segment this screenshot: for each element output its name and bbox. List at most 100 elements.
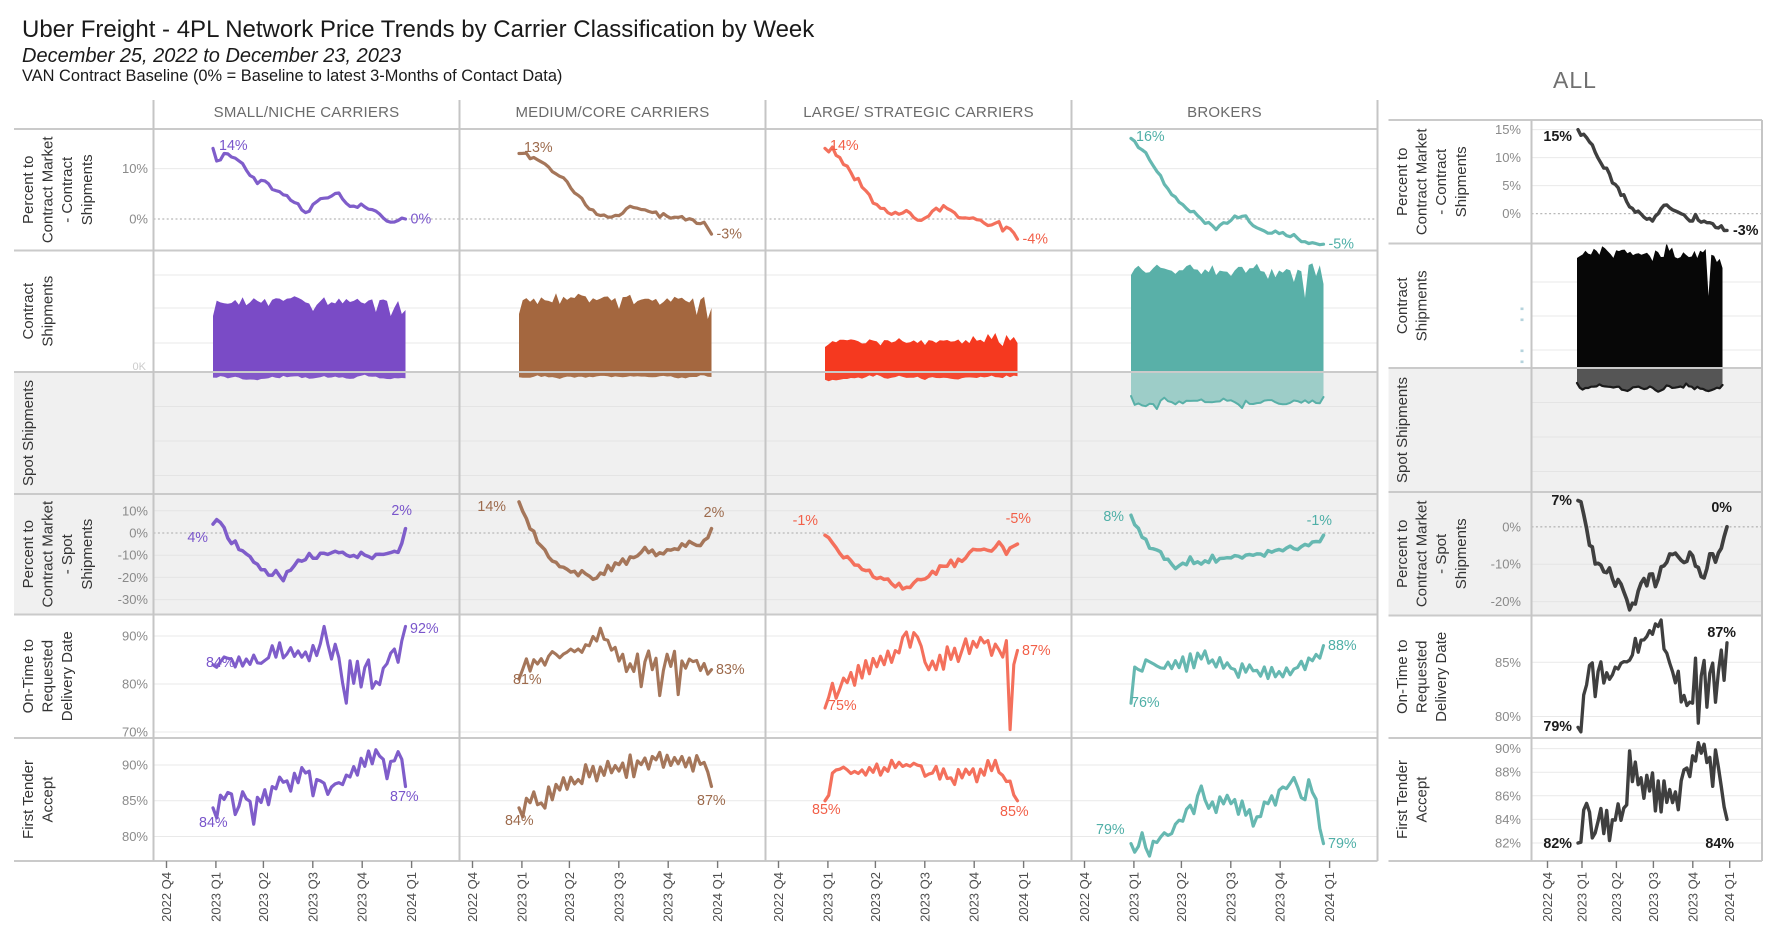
svg-text:2023 Q4: 2023 Q4 (661, 872, 676, 922)
svg-text:VAN Contract Baseline (0% = Ba: VAN Contract Baseline (0% = Baseline to … (22, 67, 562, 85)
svg-text:2024 Q1: 2024 Q1 (1722, 872, 1737, 922)
svg-text:2023 Q3: 2023 Q3 (1646, 872, 1661, 922)
svg-text:5%: 5% (1502, 178, 1521, 193)
svg-text:15%: 15% (1543, 129, 1572, 145)
svg-text:MEDIUM/CORE CARRIERS: MEDIUM/CORE CARRIERS (515, 104, 709, 121)
svg-text:First Tender: First Tender (20, 760, 37, 839)
svg-text:86%: 86% (1495, 788, 1521, 803)
svg-text:Spot Shipments: Spot Shipments (20, 380, 37, 486)
svg-text:83%: 83% (716, 662, 745, 678)
svg-text:-30%: -30% (118, 592, 149, 607)
svg-text:-3%: -3% (1733, 223, 1759, 239)
svg-text:2023 Q2: 2023 Q2 (1609, 872, 1624, 922)
svg-text:85%: 85% (1000, 804, 1029, 820)
svg-text:Percent to: Percent to (1394, 148, 1411, 216)
svg-text:13%: 13% (524, 140, 553, 156)
svg-text:84%: 84% (1495, 812, 1521, 827)
svg-text:Requested: Requested (40, 640, 57, 713)
svg-text:Percent to: Percent to (20, 520, 37, 588)
svg-text:75%: 75% (828, 698, 857, 714)
svg-text:LARGE/ STRATEGIC CARRIERS: LARGE/ STRATEGIC CARRIERS (803, 104, 1034, 121)
svg-text:On-Time to: On-Time to (1394, 640, 1411, 714)
svg-text:-4%: -4% (1023, 232, 1049, 248)
svg-text:On-Time to: On-Time to (20, 639, 37, 713)
svg-text:15%: 15% (1495, 122, 1521, 137)
svg-text:10%: 10% (122, 503, 148, 518)
svg-text:2023 Q3: 2023 Q3 (305, 872, 320, 922)
svg-text:14%: 14% (830, 138, 859, 154)
svg-text:88%: 88% (1328, 638, 1357, 654)
svg-text:87%: 87% (1707, 625, 1736, 641)
svg-text:2022 Q4: 2022 Q4 (159, 872, 174, 922)
svg-text:- Spot: - Spot (1433, 533, 1450, 574)
svg-text:88%: 88% (1495, 765, 1521, 780)
svg-text:2023 Q4: 2023 Q4 (967, 872, 982, 922)
svg-text:79%: 79% (1543, 719, 1572, 735)
svg-text:0%: 0% (129, 212, 148, 227)
svg-text:2023 Q1: 2023 Q1 (1575, 872, 1590, 922)
svg-text:2022 Q4: 2022 Q4 (771, 872, 786, 922)
svg-text:85%: 85% (812, 802, 841, 818)
svg-text:82%: 82% (1495, 836, 1521, 851)
svg-text:ALL: ALL (1553, 67, 1597, 93)
svg-text:84%: 84% (199, 815, 228, 831)
svg-text:87%: 87% (390, 789, 419, 805)
svg-text:- Spot: - Spot (59, 533, 76, 574)
svg-text:2023 Q1: 2023 Q1 (514, 872, 529, 922)
svg-text:2024 Q1: 2024 Q1 (404, 872, 419, 922)
svg-text:2024 Q1: 2024 Q1 (1322, 872, 1337, 922)
svg-text:-20%: -20% (118, 570, 149, 585)
svg-text:-10%: -10% (118, 548, 149, 563)
svg-text:2023 Q2: 2023 Q2 (868, 872, 883, 922)
svg-text:84%: 84% (206, 655, 235, 671)
svg-text:Contract Market: Contract Market (40, 500, 57, 608)
svg-text:Delivery Date: Delivery Date (59, 631, 76, 721)
svg-text:0%: 0% (1711, 500, 1732, 516)
svg-text:2023 Q2: 2023 Q2 (562, 872, 577, 922)
svg-text:2023 Q1: 2023 Q1 (820, 872, 835, 922)
svg-text:Accept: Accept (40, 776, 57, 823)
svg-text:Spot Shipments: Spot Shipments (1394, 377, 1411, 483)
svg-text:2023 Q2: 2023 Q2 (1174, 872, 1189, 922)
svg-text:7%: 7% (1551, 493, 1572, 509)
svg-text:-5%: -5% (1006, 511, 1032, 527)
svg-text:2023 Q4: 2023 Q4 (1273, 872, 1288, 922)
svg-text:2023 Q4: 2023 Q4 (355, 872, 370, 922)
svg-text:Shipments: Shipments (1414, 270, 1431, 341)
svg-text:80%: 80% (1495, 709, 1521, 724)
svg-text:2023 Q1: 2023 Q1 (1126, 872, 1141, 922)
svg-text:2023 Q3: 2023 Q3 (917, 872, 932, 922)
svg-text:Percent to: Percent to (20, 156, 37, 224)
svg-text:Shipments: Shipments (1453, 518, 1470, 589)
svg-text:2%: 2% (391, 503, 412, 519)
svg-text:16%: 16% (1136, 129, 1165, 145)
svg-text:85%: 85% (122, 793, 148, 808)
svg-text:2023 Q4: 2023 Q4 (1685, 872, 1700, 922)
svg-text:84%: 84% (1705, 836, 1734, 852)
svg-text:0K: 0K (133, 361, 147, 373)
svg-text:79%: 79% (1328, 836, 1357, 852)
svg-text:87%: 87% (1022, 643, 1051, 659)
svg-text:2023 Q2: 2023 Q2 (256, 872, 271, 922)
svg-text:Contract Market: Contract Market (1414, 128, 1431, 236)
svg-text:0%: 0% (129, 526, 148, 541)
svg-text:10%: 10% (122, 161, 148, 176)
svg-text:2022 Q4: 2022 Q4 (465, 872, 480, 922)
svg-text:2022 Q4: 2022 Q4 (1540, 872, 1555, 922)
svg-text:8%: 8% (1103, 509, 1124, 525)
svg-text:90%: 90% (122, 758, 148, 773)
svg-text:2023 Q3: 2023 Q3 (1223, 872, 1238, 922)
svg-text:First Tender: First Tender (1394, 760, 1411, 839)
svg-text:-1%: -1% (793, 513, 819, 529)
svg-text:81%: 81% (513, 672, 542, 688)
svg-text:2023 Q3: 2023 Q3 (611, 872, 626, 922)
svg-text:Contract Market: Contract Market (40, 136, 57, 244)
svg-text:December 25, 2022 to December: December 25, 2022 to December 23, 2023 (22, 45, 401, 67)
svg-text:- Contract: - Contract (1433, 148, 1450, 215)
svg-text:2022 Q4: 2022 Q4 (1077, 872, 1092, 922)
svg-text:2024 Q1: 2024 Q1 (710, 872, 725, 922)
svg-text:-5%: -5% (1329, 237, 1355, 253)
svg-text:Contract Market: Contract Market (1414, 500, 1431, 608)
svg-text:Shipments: Shipments (1453, 146, 1470, 217)
svg-text:-10%: -10% (1491, 557, 1522, 572)
